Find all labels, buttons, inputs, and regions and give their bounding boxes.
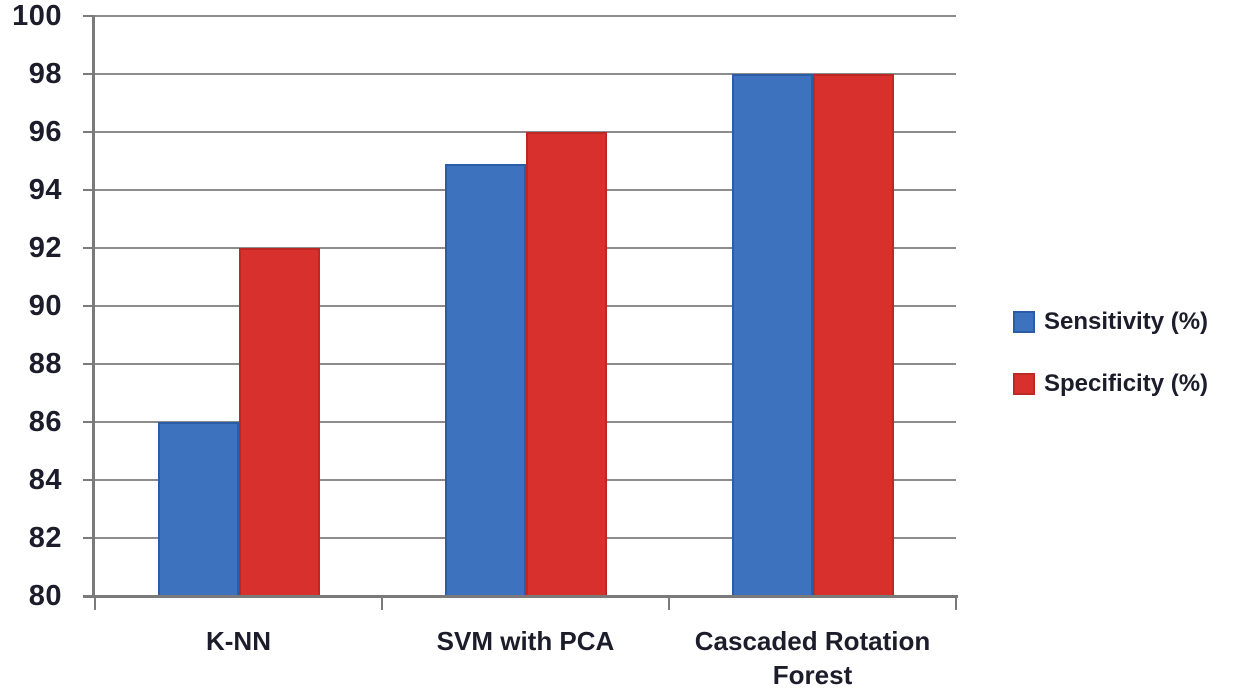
- x-axis-tick: [668, 596, 670, 610]
- y-tick-label: 88: [28, 348, 62, 380]
- y-axis-tick: [83, 537, 95, 539]
- gridline: [95, 15, 956, 17]
- legend-item: Sensitivity (%): [1013, 308, 1209, 335]
- y-axis-tick: [83, 131, 95, 133]
- y-axis-tick: [83, 421, 95, 423]
- x-axis-tick: [955, 596, 957, 610]
- legend-label: Sensitivity (%): [1044, 308, 1209, 335]
- x-category-label: K-NN: [206, 626, 271, 656]
- y-tick-label: 82: [28, 522, 62, 554]
- y-axis-tick: [83, 305, 95, 307]
- y-axis-tick: [83, 595, 95, 597]
- legend-item: Specificity (%): [1013, 370, 1209, 397]
- gridline: [95, 73, 956, 75]
- x-axis-tick: [94, 596, 96, 610]
- bar-specificity: [238, 248, 320, 596]
- y-axis-tick: [83, 247, 95, 249]
- x-axis: [83, 595, 958, 598]
- legend-label: Specificity (%): [1044, 370, 1209, 397]
- y-tick-label: 84: [28, 464, 62, 496]
- bar-sensitivity: [157, 422, 239, 596]
- y-tick-label: 100: [12, 0, 62, 32]
- bar-sensitivity: [731, 74, 813, 596]
- bar-specificity: [525, 132, 607, 596]
- y-tick-label: 86: [28, 406, 62, 438]
- bar-sensitivity: [444, 163, 526, 596]
- bar-specificity: [812, 74, 894, 596]
- y-tick-label: 90: [28, 290, 62, 322]
- y-tick-label: 96: [28, 116, 62, 148]
- y-tick-label: 92: [28, 232, 62, 264]
- x-category-label: Cascaded Rotation Forest: [694, 626, 931, 690]
- legend-swatch-sensitivity: [1013, 311, 1035, 333]
- y-tick-label: 94: [28, 174, 62, 206]
- y-axis-tick: [83, 363, 95, 365]
- y-axis-tick: [83, 15, 95, 17]
- y-axis-tick: [83, 73, 95, 75]
- legend-swatch-specificity: [1013, 373, 1035, 395]
- x-axis-tick: [381, 596, 383, 610]
- y-tick-label: 98: [28, 58, 62, 90]
- x-category-label: SVM with PCA: [436, 626, 615, 656]
- y-axis-tick: [83, 479, 95, 481]
- y-tick-label: 80: [28, 580, 62, 612]
- y-axis-tick: [83, 189, 95, 191]
